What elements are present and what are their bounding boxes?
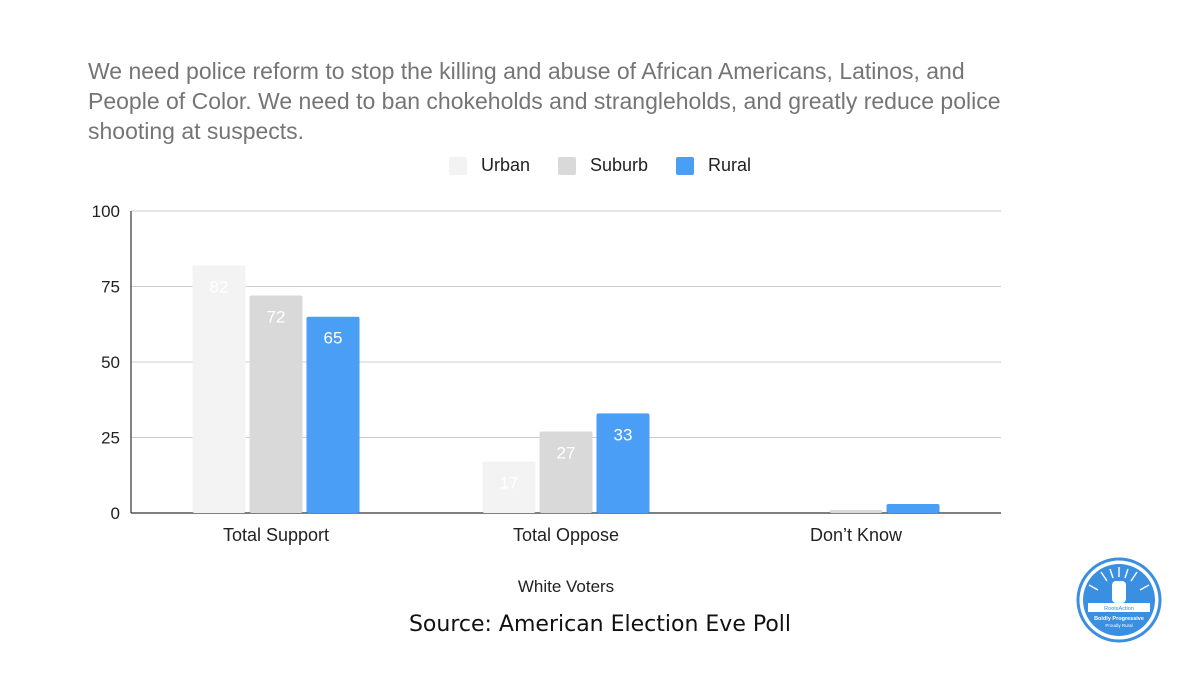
bar-urban-1 <box>482 461 536 513</box>
bar-urban-0 <box>192 265 246 513</box>
bar-rural-2 <box>886 503 940 513</box>
x-tick-label: Don’t Know <box>810 525 903 545</box>
chart-title: We need police reform to stop the killin… <box>88 58 1001 144</box>
legend-label-rural: Rural <box>708 155 752 175</box>
bar-rural-0 <box>306 316 360 513</box>
x-axis-title: White Voters <box>518 577 614 596</box>
source-note: Source: American Election Eve Poll <box>408 612 792 637</box>
y-tick-label: 50 <box>101 353 120 372</box>
legend-item-suburb: Suburb <box>557 155 649 176</box>
legend-swatch-suburb <box>557 156 576 175</box>
x-tick-label: Total Oppose <box>513 525 619 545</box>
legend-label-suburb: Suburb <box>589 155 649 175</box>
legend-swatch-urban <box>448 156 467 175</box>
data-label: 72 <box>267 308 286 327</box>
legend-label-urban: Urban <box>480 155 530 175</box>
legend-swatch-rural <box>676 156 695 175</box>
bar-rural-1 <box>596 413 650 513</box>
bar-suburb-0 <box>249 295 303 513</box>
fist-seal-icon: RootsAction Boldly Progressive Proudly R… <box>1076 557 1162 643</box>
bar-suburb-2 <box>829 509 883 513</box>
bar-suburb-1 <box>539 431 593 513</box>
y-tick-label: 0 <box>111 504 120 523</box>
logo-text-bottom: Boldly Progressive <box>1094 616 1144 622</box>
data-label: 27 <box>557 443 576 462</box>
x-tick-label: Total Support <box>223 525 329 545</box>
data-label: 33 <box>614 425 633 444</box>
legend-item-urban: Urban <box>448 155 530 176</box>
data-label: 82 <box>210 277 229 296</box>
chart-legend: Urban Suburb Rural <box>0 155 1200 176</box>
logo-text-top: RootsAction <box>1104 606 1134 612</box>
y-tick-label: 25 <box>101 429 120 448</box>
logo-text-sub: Proudly Rural <box>1105 623 1132 628</box>
data-label: 65 <box>324 329 343 348</box>
y-tick-label: 100 <box>92 202 120 221</box>
legend-item-rural: Rural <box>676 155 751 176</box>
y-tick-label: 75 <box>101 278 120 297</box>
data-label: 17 <box>500 474 519 493</box>
